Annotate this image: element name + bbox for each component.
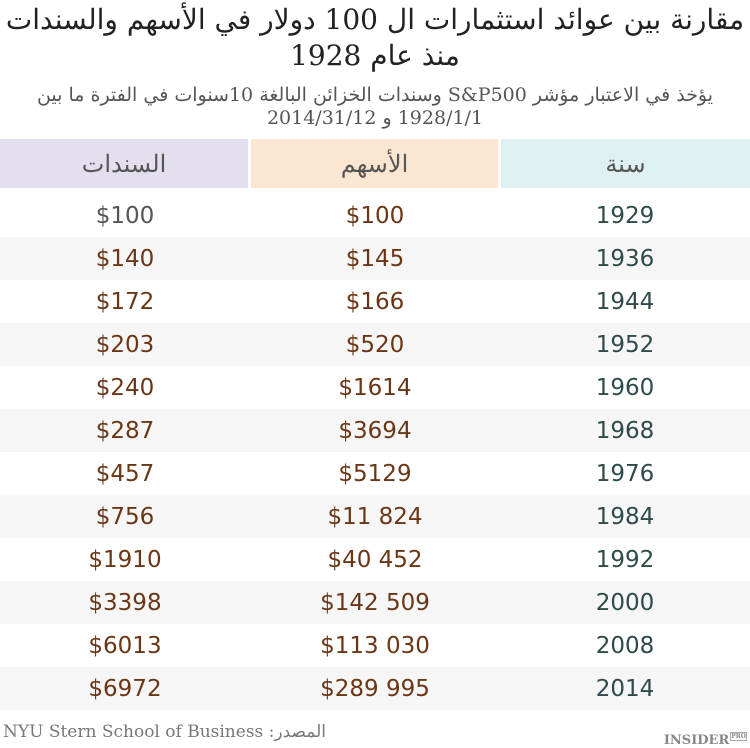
subtitle: يؤخذ في الاعتبار مؤشر S&P500 وسندات الخز… [36, 84, 714, 129]
stocks-cell: $166 [345, 288, 405, 315]
bonds-cell: $287 [95, 417, 155, 444]
bonds-cell: $756 [95, 503, 155, 530]
stocks-cell: $289 995 [320, 675, 430, 702]
bonds-cell: $6972 [88, 675, 162, 702]
bonds-cell: $240 [95, 374, 155, 401]
bonds-cell: $140 [95, 245, 155, 272]
header-stocks: الأسهم [251, 139, 498, 188]
stocks-cell: $5129 [338, 460, 412, 487]
header-year: سنة [501, 139, 750, 188]
year-cell: 1936 [595, 245, 655, 272]
table-row: $172 $166 1944 [0, 280, 750, 323]
year-cell: 1968 [595, 417, 655, 444]
year-cell: 2014 [595, 675, 655, 702]
bonds-cell: $1910 [88, 546, 162, 573]
logo-text: INSIDER [663, 733, 730, 748]
stocks-cell: $1614 [338, 374, 412, 401]
stocks-cell: $145 [345, 245, 405, 272]
year-cell: 1976 [595, 460, 655, 487]
stocks-cell: $3694 [338, 417, 412, 444]
table-row: $1910 $40 452 1992 [0, 538, 750, 581]
year-cell: 1984 [595, 503, 655, 530]
table-row: $240 $1614 1960 [0, 366, 750, 409]
year-cell: 1952 [595, 331, 655, 358]
table-row: $6013 $113 030 2008 [0, 624, 750, 667]
stocks-cell: $40 452 [327, 546, 423, 573]
table-row: $203 $520 1952 [0, 323, 750, 366]
table-row: $100 $100 1929 [0, 194, 750, 237]
source-note: NYU Stern School of Business :المصدر [3, 722, 327, 742]
stocks-cell: $11 824 [327, 503, 423, 530]
stocks-cell: $100 [345, 202, 405, 229]
table-row: $756 $11 824 1984 [0, 495, 750, 538]
bonds-cell: $172 [95, 288, 155, 315]
table-row: $457 $5129 1976 [0, 452, 750, 495]
bonds-cell: $100 [95, 202, 155, 229]
table-row: $6972 $289 995 2014 [0, 667, 750, 710]
logo-badge: PRO [730, 732, 747, 741]
insider-pro-logo: INSIDER PRO [663, 732, 747, 748]
data-table: $100 $100 1929 $140 $145 1936 $172 $166 1944 $203… [0, 194, 750, 710]
table-row: $3398 $142 509 2000 [0, 581, 750, 624]
table-row: $140 $145 1936 [0, 237, 750, 280]
year-cell: 1992 [595, 546, 655, 573]
bonds-cell: $3398 [88, 589, 162, 616]
bonds-cell: $457 [95, 460, 155, 487]
stocks-cell: $520 [345, 331, 405, 358]
page-title: مقارنة بين عوائد استثمارات ال 100 دولار … [5, 3, 745, 72]
year-cell: 1944 [595, 288, 655, 315]
year-cell: 2000 [595, 589, 655, 616]
year-cell: 1960 [595, 374, 655, 401]
bonds-cell: $203 [95, 331, 155, 358]
year-cell: 2008 [595, 632, 655, 659]
stocks-cell: $113 030 [320, 632, 430, 659]
bonds-cell: $6013 [88, 632, 162, 659]
table-row: $287 $3694 1968 [0, 409, 750, 452]
stocks-cell: $142 509 [320, 589, 430, 616]
header-bonds: السندات [0, 139, 248, 188]
year-cell: 1929 [595, 202, 655, 229]
